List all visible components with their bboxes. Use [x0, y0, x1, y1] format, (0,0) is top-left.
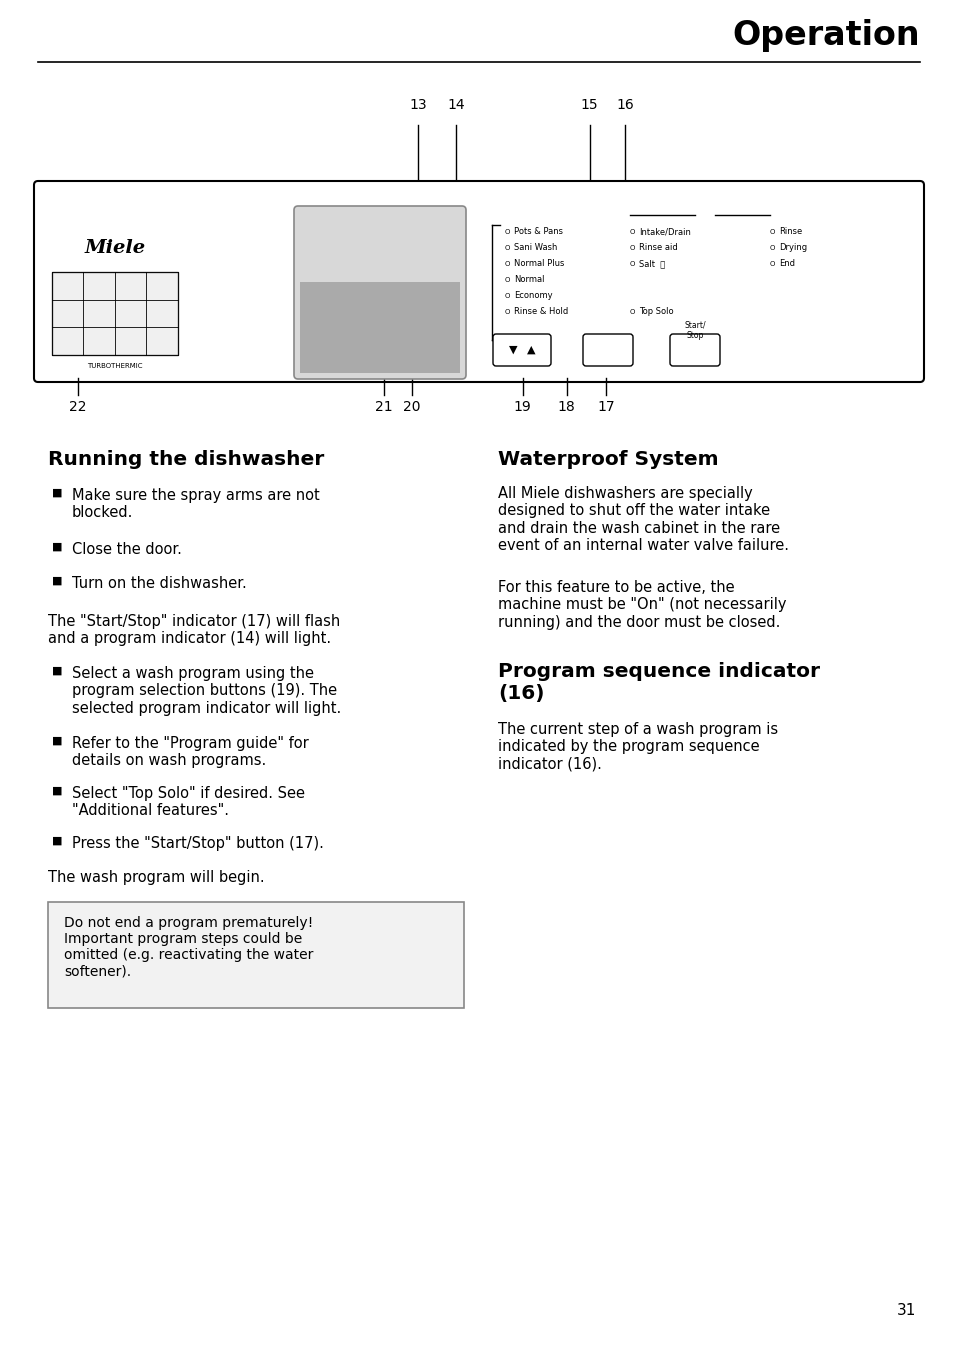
Text: ■: ■ [52, 576, 63, 585]
Text: Normal Plus: Normal Plus [514, 260, 564, 269]
FancyBboxPatch shape [582, 334, 633, 366]
Text: The current step of a wash program is
indicated by the program sequence
indicato: The current step of a wash program is in… [497, 722, 778, 772]
Text: Salt  Ⓟ: Salt Ⓟ [639, 260, 664, 269]
Text: O: O [504, 293, 510, 299]
Text: O: O [504, 228, 510, 235]
Text: O: O [629, 228, 635, 235]
Text: Intake/Drain: Intake/Drain [639, 227, 690, 237]
Text: Running the dishwasher: Running the dishwasher [48, 450, 324, 469]
Text: Sani Wash: Sani Wash [514, 243, 557, 253]
Text: Press the "Start/Stop" button (17).: Press the "Start/Stop" button (17). [71, 836, 323, 850]
Text: OFF: OFF [404, 260, 419, 269]
Text: Operation: Operation [732, 19, 919, 51]
Text: ▼: ▼ [508, 345, 517, 356]
Text: TURBOTHERMIC: TURBOTHERMIC [87, 362, 143, 369]
Text: Turn on the dishwasher.: Turn on the dishwasher. [71, 576, 247, 591]
Text: O: O [504, 261, 510, 266]
Text: 14: 14 [447, 97, 464, 112]
Bar [48, 902, 463, 1009]
Text: 20: 20 [403, 400, 420, 414]
Text: The "Start/Stop" indicator (17) will flash
and a program indicator (14) will lig: The "Start/Stop" indicator (17) will fla… [48, 614, 340, 646]
FancyBboxPatch shape [395, 238, 439, 279]
Text: Select a wash program using the
program selection buttons (19). The
selected pro: Select a wash program using the program … [71, 667, 341, 715]
Text: Do not end a program prematurely!
Important program steps could be
omitted (e.g.: Do not end a program prematurely! Import… [64, 917, 313, 979]
Text: 21: 21 [375, 400, 392, 414]
Text: 16: 16 [616, 97, 633, 112]
Text: O: O [769, 228, 775, 235]
Text: ■: ■ [52, 836, 63, 846]
Text: Waterproof System: Waterproof System [497, 450, 718, 469]
Text: Make sure the spray arms are not
blocked.: Make sure the spray arms are not blocked… [71, 488, 319, 521]
Text: End: End [779, 260, 794, 269]
Bar [52, 272, 178, 356]
FancyBboxPatch shape [493, 334, 551, 366]
Text: O: O [629, 310, 635, 315]
Text: Pots & Pans: Pots & Pans [514, 227, 562, 237]
Text: ■: ■ [52, 735, 63, 746]
Text: 31: 31 [896, 1303, 915, 1318]
Text: O: O [504, 245, 510, 251]
Text: 15: 15 [580, 97, 598, 112]
Text: The wash program will begin.: The wash program will begin. [48, 869, 264, 886]
Text: O: O [629, 261, 635, 266]
Text: Rinse: Rinse [779, 227, 801, 237]
Bar [299, 283, 459, 373]
Text: ▲: ▲ [526, 345, 535, 356]
Text: For this feature to be active, the
machine must be "On" (not necessarily
running: For this feature to be active, the machi… [497, 580, 785, 630]
Text: O: O [769, 261, 775, 266]
Text: Top Solo: Top Solo [639, 307, 673, 316]
Text: Rinse & Hold: Rinse & Hold [514, 307, 568, 316]
Text: Normal: Normal [514, 276, 544, 284]
Text: Miele: Miele [85, 239, 146, 257]
Text: ■: ■ [52, 667, 63, 676]
Text: All Miele dishwashers are specially
designed to shut off the water intake
and dr: All Miele dishwashers are specially desi… [497, 485, 788, 553]
Text: ■: ■ [52, 542, 63, 552]
Text: Rinse aid: Rinse aid [639, 243, 677, 253]
Text: Refer to the "Program guide" for
details on wash programs.: Refer to the "Program guide" for details… [71, 735, 309, 768]
Text: 22: 22 [70, 400, 87, 414]
Text: O: O [504, 277, 510, 283]
FancyBboxPatch shape [669, 334, 720, 366]
FancyBboxPatch shape [294, 206, 465, 379]
Text: Stop: Stop [685, 331, 703, 339]
Text: ON: ON [406, 250, 417, 258]
Text: Program sequence indicator
(16): Program sequence indicator (16) [497, 662, 820, 703]
FancyBboxPatch shape [34, 181, 923, 383]
Text: O: O [769, 245, 775, 251]
Text: Close the door.: Close the door. [71, 542, 182, 557]
Text: ■: ■ [52, 488, 63, 498]
Text: Economy: Economy [514, 292, 552, 300]
Text: O: O [629, 245, 635, 251]
Text: 19: 19 [514, 400, 531, 414]
Text: O: O [504, 310, 510, 315]
Text: Drying: Drying [779, 243, 806, 253]
Text: Select "Top Solo" if desired. See
"Additional features".: Select "Top Solo" if desired. See "Addit… [71, 786, 305, 818]
Text: ■: ■ [52, 786, 63, 796]
Text: 17: 17 [597, 400, 614, 414]
Text: 13: 13 [409, 97, 426, 112]
Text: Start/: Start/ [683, 320, 705, 330]
Text: 18: 18 [558, 400, 575, 414]
